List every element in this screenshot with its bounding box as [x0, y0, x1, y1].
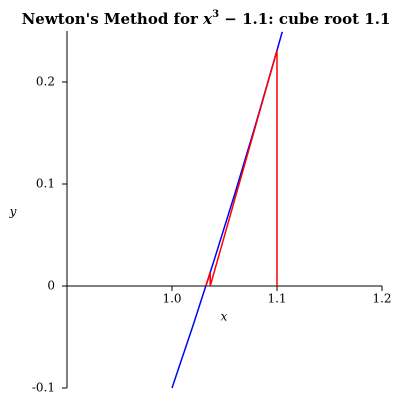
chart-title: Newton's Method for x3 − 1.1: cube root …	[22, 9, 391, 29]
x-axis-label: x	[221, 310, 228, 324]
line-series	[205, 50, 278, 287]
title-text: − 1.1: cube root 1.1	[219, 10, 390, 28]
y-tick-label: -0.1	[32, 381, 55, 395]
title-text: Newton's Method for	[22, 10, 204, 28]
line-series	[171, 31, 283, 389]
x-tick-label: 1.2	[372, 292, 391, 306]
title-var: x	[202, 10, 213, 28]
x-tick-label: 1.0	[162, 292, 181, 306]
y-tick-label: 0.1	[36, 177, 55, 191]
y-axis-label: y	[9, 205, 17, 219]
y-tick-label: 0.2	[36, 75, 55, 89]
y-tick-label: 0	[47, 279, 55, 293]
x-tick-label: 1.1	[267, 292, 286, 306]
title-exp: 3	[212, 9, 219, 20]
